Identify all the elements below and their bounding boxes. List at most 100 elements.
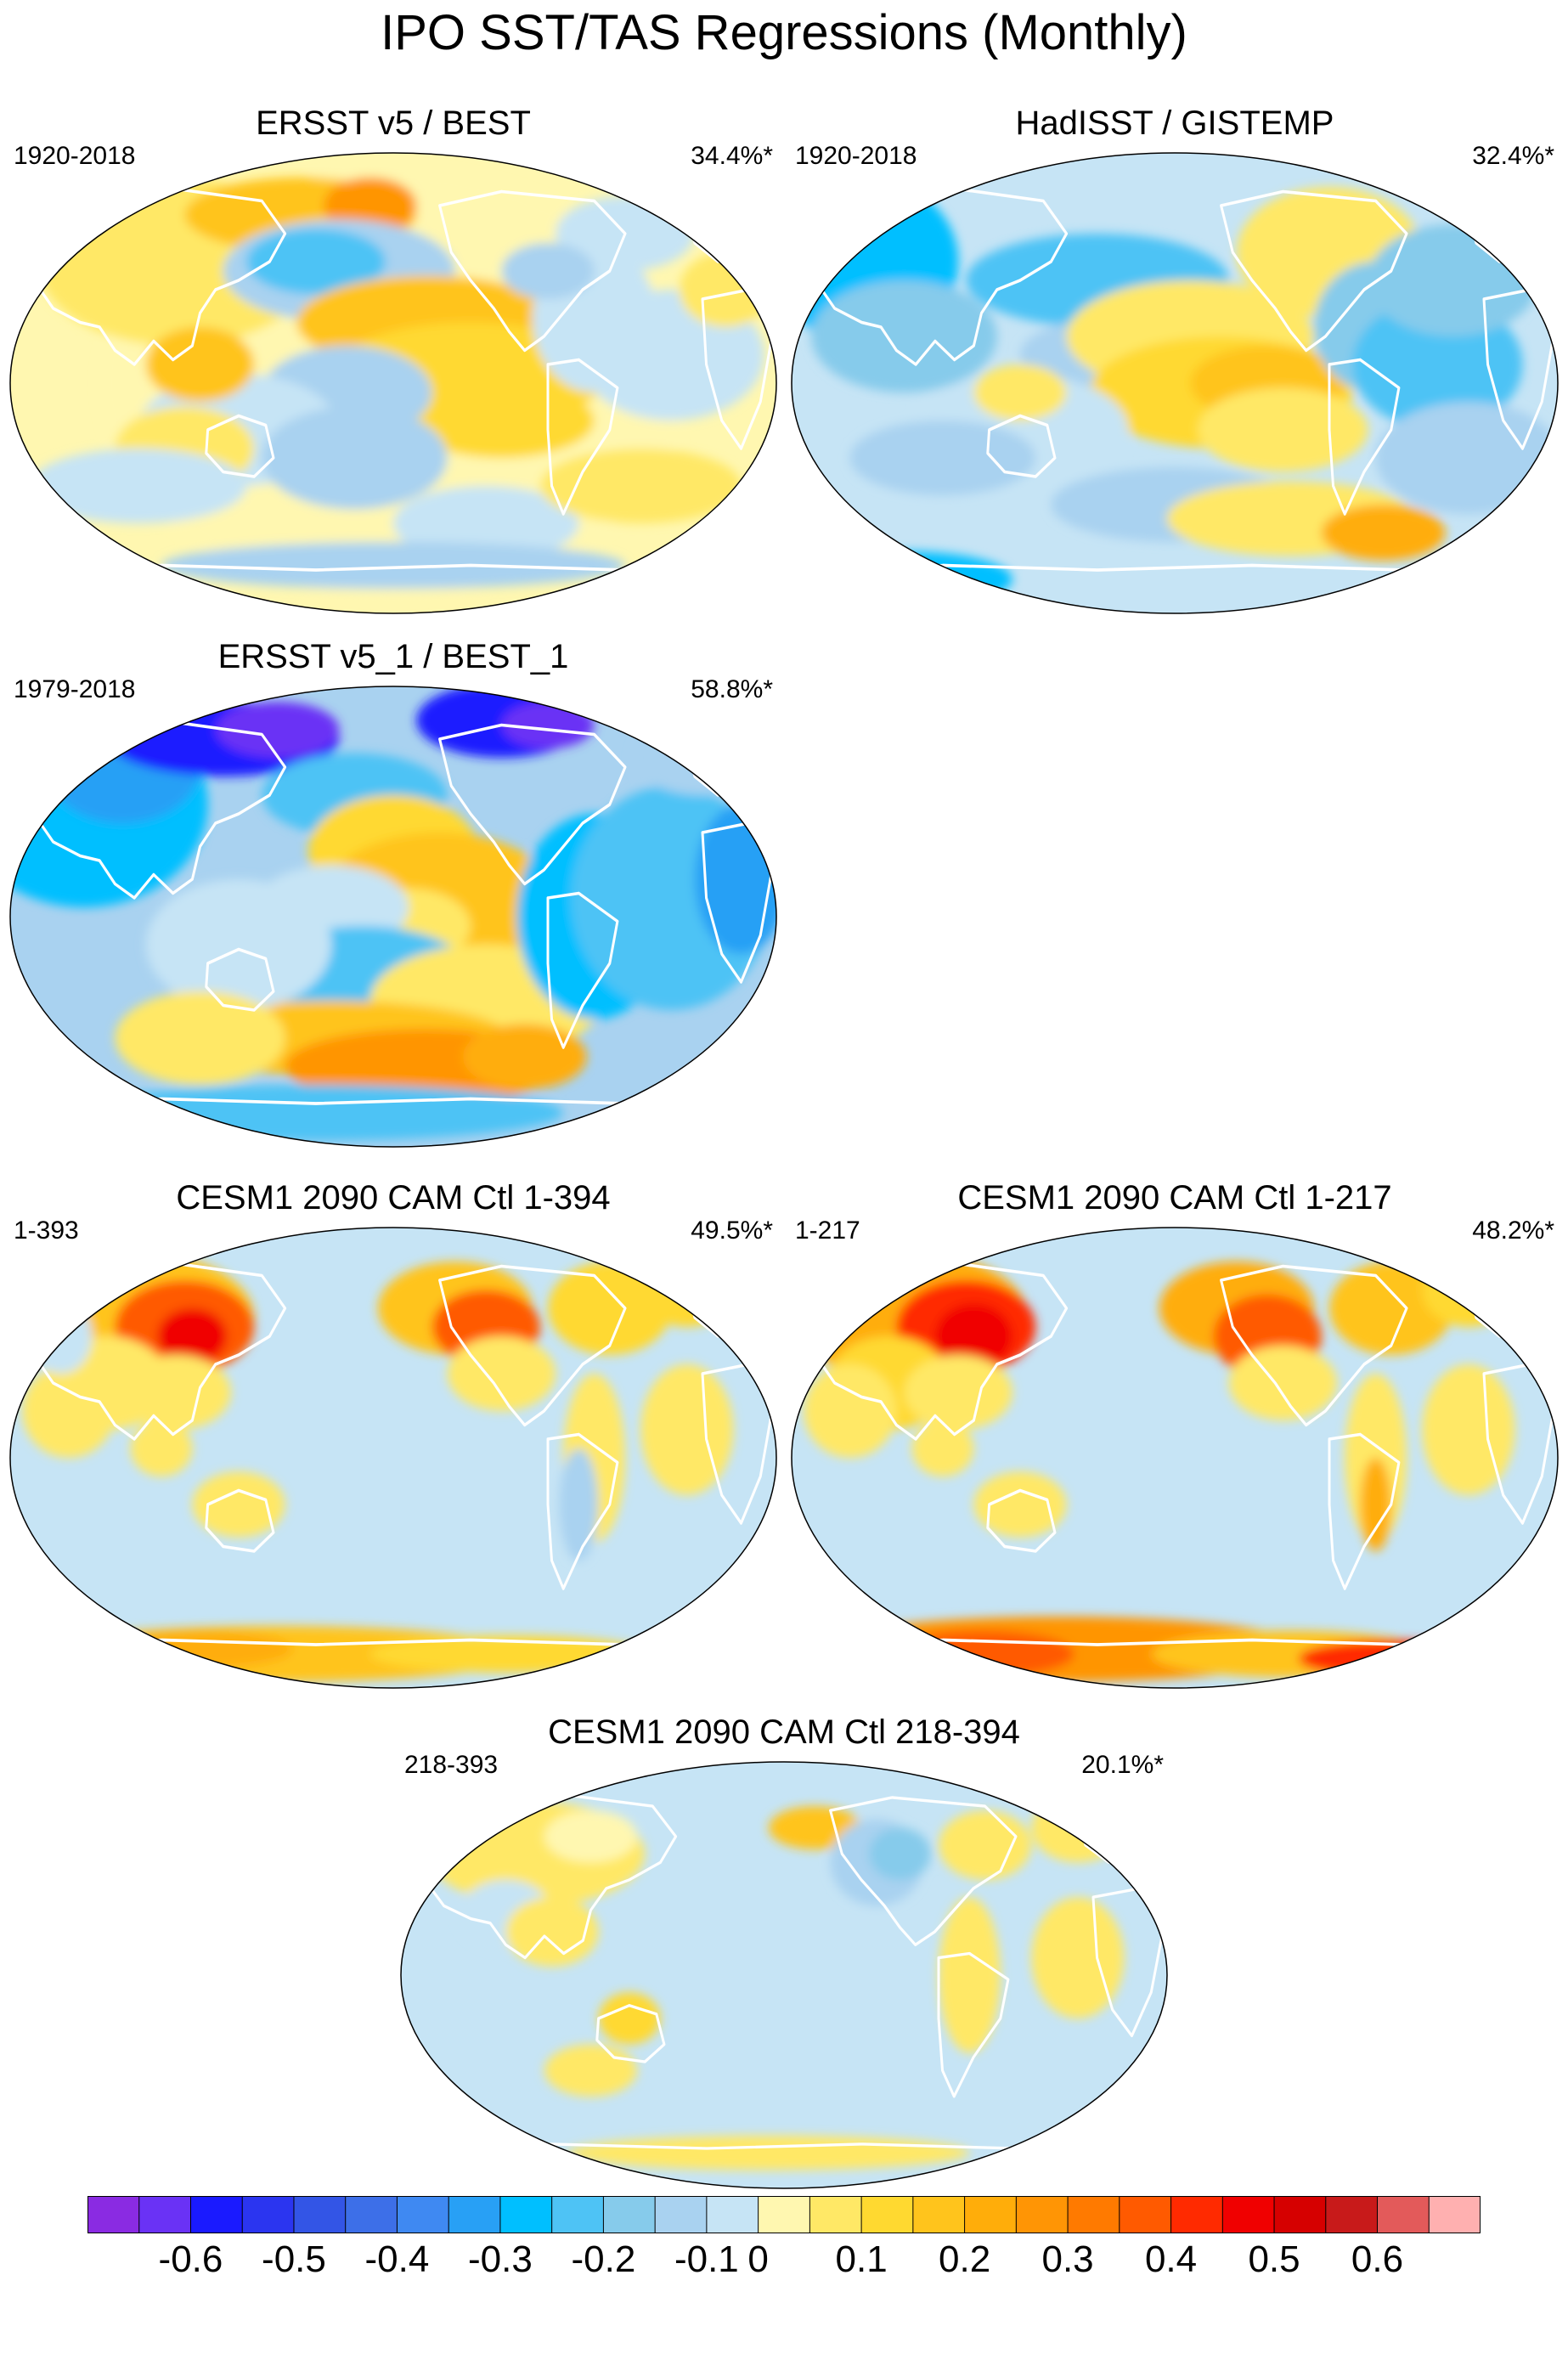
panel-period: 1979-2018 [14,675,136,703]
colorbar-swatch [912,2196,966,2233]
anomaly-region [888,1630,1074,1678]
colorbar-tick-label: -0.5 [262,2238,326,2280]
anomaly-region [324,178,417,234]
regression-map [791,152,1559,614]
colorbar-swatch [448,2196,501,2233]
map-border [9,1227,777,1689]
colorbar-swatch [1325,2196,1379,2233]
panel-ersst-best: ERSST v5 / BEST 1920-2018 34.4%* [7,102,780,620]
map-border [791,1227,1559,1689]
anomaly-region [1031,1897,1125,2018]
colorbar-tick-label: -0.3 [468,2238,533,2280]
anomaly-region [145,879,332,1010]
anomaly-region [30,449,247,523]
anomaly-region [1198,387,1368,472]
coastline-australia [205,947,275,1012]
anomaly-region [161,542,625,589]
coastline-namerica [829,1796,1018,1946]
anomaly-region [904,1355,1012,1430]
panel-period: 1920-2018 [14,142,136,170]
panel-cesm-1-217: CESM1 2090 CAM Ctl 1-217 1-217 48.2%* [788,1177,1561,1695]
map-border [400,1761,1168,2189]
anomaly-region [107,1630,293,1668]
colorbar-swatch [397,2196,449,2233]
anomaly-region [1321,505,1446,561]
anomaly-region [115,991,285,1085]
panel-period: 1920-2018 [795,142,917,170]
anomaly-region [130,1420,193,1476]
anomaly-region [1228,1346,1338,1420]
panel-title: CESM1 2090 CAM Ctl 1-217 [957,1179,1392,1217]
panel-variance: 58.8%* [691,675,773,703]
colorbar-swatch [1170,2196,1223,2233]
anomaly-region [544,2044,638,2097]
anomaly-region [640,1364,734,1495]
coastline-australia [986,1488,1057,1553]
panel-title: CESM1 2090 CAM Ctl 218-394 [548,1713,1020,1751]
panel-hadisst-gistemp: HadISST / GISTEMP 1920-2018 32.4%* [788,102,1561,620]
colorbar-swatch [499,2196,553,2233]
panel-title: HadISST / GISTEMP [1015,104,1334,142]
anomaly-region [567,2135,970,2171]
colorbar-swatch [1016,2196,1069,2233]
anomaly-region [1329,1262,1453,1355]
colorbar-swatch [190,2196,243,2233]
anomaly-region [559,1448,599,1561]
colorbar-swatch [603,2196,656,2233]
anomaly-region [145,327,255,402]
colorbar-swatch [1119,2196,1172,2233]
map-border [791,152,1559,614]
panel-title: ERSST v5_1 / BEST_1 [217,638,569,675]
anomaly-region [939,1897,1001,2053]
anomaly-region [973,1471,1067,1538]
figure-title: IPO SST/TAS Regressions (Monthly) [381,5,1187,60]
colorbar [87,2196,1481,2233]
regression-map [9,686,777,1148]
anomaly-region [68,1085,564,1141]
anomaly-region [501,702,595,748]
coastline-namerica [438,723,627,886]
colorbar-swatch [809,2196,862,2233]
coastline-samerica [937,1951,1010,2098]
anomaly-region [939,1810,1032,1880]
panel-ersst-best-1: ERSST v5_1 / BEST_1 1979-2018 58.8%* [7,635,780,1154]
panel-period: 1-217 [795,1217,860,1245]
anomaly-region [598,1992,661,2045]
anomaly-region [122,1355,231,1430]
panel-title: ERSST v5 / BEST [256,104,531,142]
colorbar-swatch [551,2196,604,2233]
coastline-samerica [1328,1432,1401,1590]
anomaly-region [246,229,386,295]
colorbar-swatch [706,2196,759,2233]
anomaly-region [1360,1458,1391,1551]
coastline-australia [986,414,1057,478]
anomaly-region [934,1303,1012,1369]
anomaly-region [1368,224,1538,336]
panel-cesm-1-394: CESM1 2090 CAM Ctl 1-394 1-393 49.5%* [7,1177,780,1695]
colorbar-swatch [758,2196,810,2233]
anomaly-region [192,1471,285,1538]
colorbar-tick-label: 0.6 [1351,2238,1404,2280]
anomaly-region [30,1299,93,1374]
anomaly-region [869,1827,931,1880]
coastline-asia [32,1260,287,1441]
panel-variance: 48.2%* [1472,1217,1554,1245]
colorbar-tick-label: 0.4 [1144,2238,1198,2280]
anomaly-region [849,421,1036,495]
colorbar-swatch [138,2196,191,2233]
map-border [9,686,777,1148]
anomaly-region [462,1024,587,1090]
colorbar-swatch [87,2196,140,2233]
colorbar-swatch [242,2196,295,2233]
coastline-namerica [1220,189,1408,353]
colorbar-swatch [655,2196,708,2233]
anomaly-region [1492,187,1558,262]
anomaly-region [157,1308,228,1364]
anomaly-region [804,1364,897,1458]
anomaly-region [1151,1630,1430,1678]
colorbar-swatch [861,2196,914,2233]
coastline-asia [32,185,287,366]
colorbar-tick-label: 0.5 [1248,2238,1300,2280]
colorbar-tick-label: -0.1 [674,2238,739,2280]
coastline-samerica [1328,358,1401,516]
